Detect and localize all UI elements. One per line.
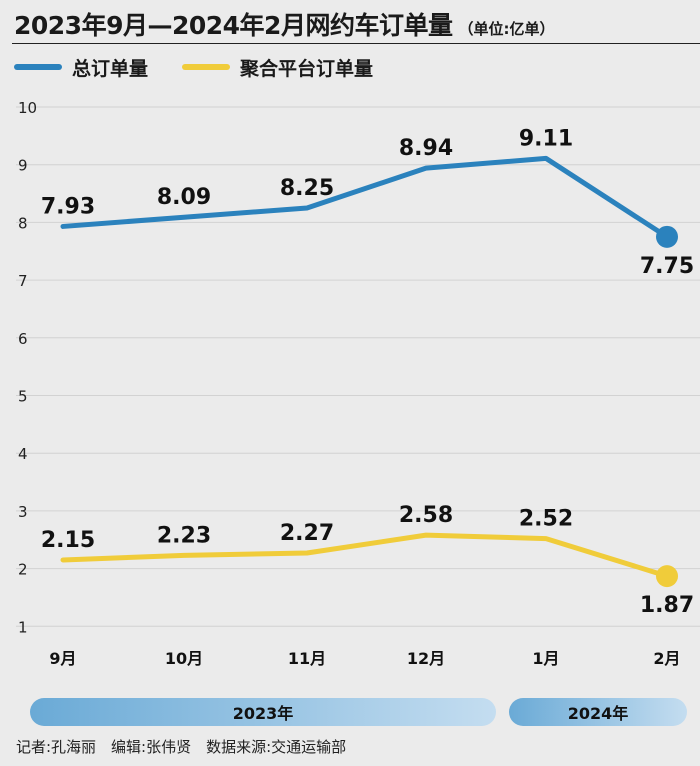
y-tick-label-9: 9 <box>18 157 28 175</box>
data-label-0-2: 8.25 <box>280 176 334 201</box>
title-divider <box>12 43 700 44</box>
data-label-0-5: 7.75 <box>640 254 694 279</box>
data-label-0-4: 9.11 <box>519 126 573 151</box>
data-label-1-1: 2.23 <box>157 523 211 548</box>
y-tick-label-5: 5 <box>18 388 28 406</box>
series-endpoint-0 <box>656 225 678 248</box>
y-tick-label-8: 8 <box>18 214 28 232</box>
x-tick-label-3: 12月 <box>407 649 445 668</box>
y-tick-label-4: 4 <box>18 445 28 463</box>
credits: 记者:孔海丽 编辑:张伟贤 数据来源:交通运输部 <box>16 738 347 756</box>
legend-item-total: 总订单量 <box>14 54 148 81</box>
year-bar-2023: 2023年 <box>30 698 496 726</box>
chart-title-row: 2023年9月—2024年2月网约车订单量 （单位:亿单） <box>14 6 690 42</box>
data-label-1-2: 2.27 <box>280 521 334 546</box>
data-label-1-0: 2.15 <box>41 528 95 553</box>
legend-swatch-aggregator <box>182 64 231 70</box>
x-tick-label-5: 2月 <box>653 649 680 668</box>
legend: 总订单量 聚合平台订单量 <box>14 54 407 80</box>
legend-swatch-total <box>14 64 62 70</box>
x-tick-label-2: 11月 <box>288 649 326 668</box>
chart-unit: （单位:亿单） <box>458 20 555 38</box>
legend-label-total: 总订单量 <box>72 57 149 80</box>
year-bar-2024: 2024年 <box>509 698 687 726</box>
series-line-1 <box>60 532 670 579</box>
series-line-0 <box>60 155 670 240</box>
data-label-0-3: 8.94 <box>399 136 453 161</box>
y-tick-label-2: 2 <box>18 561 28 579</box>
data-label-1-3: 2.58 <box>399 503 453 528</box>
y-tick-label-10: 10 <box>18 99 37 117</box>
y-tick-label-7: 7 <box>18 272 28 290</box>
x-tick-label-4: 1月 <box>532 649 559 668</box>
data-label-1-4: 2.52 <box>519 507 573 532</box>
legend-item-aggregator: 聚合平台订单量 <box>182 54 373 81</box>
x-tick-label-0: 9月 <box>49 649 76 668</box>
series-endpoint-1 <box>656 565 678 588</box>
data-label-0-1: 8.09 <box>157 185 211 210</box>
data-label-0-0: 7.93 <box>41 194 95 219</box>
legend-label-aggregator: 聚合平台订单量 <box>240 57 374 80</box>
x-tick-label-1: 10月 <box>165 649 203 668</box>
y-tick-label-1: 1 <box>18 618 28 636</box>
data-label-1-5: 1.87 <box>640 593 694 618</box>
y-tick-label-6: 6 <box>18 330 28 348</box>
y-tick-label-3: 3 <box>18 503 28 521</box>
chart-title: 2023年9月—2024年2月网约车订单量 <box>14 11 453 40</box>
